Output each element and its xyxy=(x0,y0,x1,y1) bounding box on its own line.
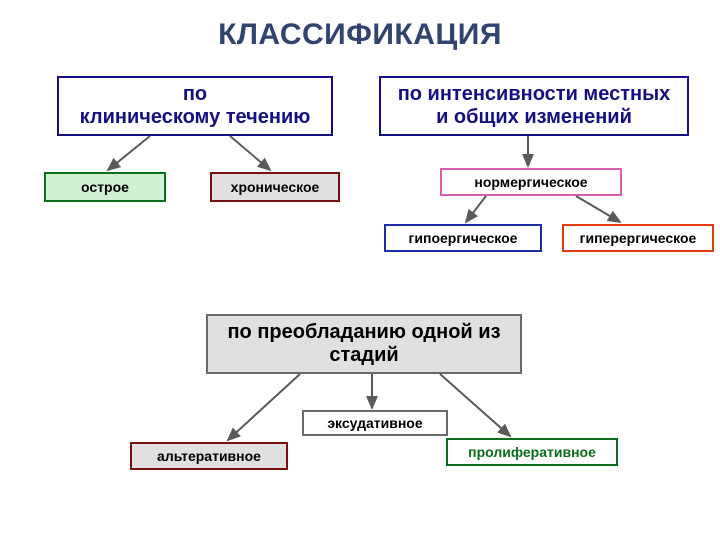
node-alterative: альтеративное xyxy=(130,442,288,470)
node-hypoergic: гипоергическое xyxy=(384,224,542,252)
node-proliferative: пролиферативное xyxy=(446,438,618,466)
node-chronic: хроническое xyxy=(210,172,340,202)
node-exudative: эксудативное xyxy=(302,410,448,436)
node-normergic: нормергическое xyxy=(440,168,622,196)
category-stages: по преобладанию одной изстадий xyxy=(206,314,522,374)
category-intensity: по интенсивности местныхи общих изменени… xyxy=(379,76,689,136)
node-hyperergic: гиперергическое xyxy=(562,224,714,252)
page-title: КЛАССИФИКАЦИЯ xyxy=(0,18,720,52)
node-acute: острое xyxy=(44,172,166,202)
category-clinical-course: поклиническому течению xyxy=(57,76,333,136)
